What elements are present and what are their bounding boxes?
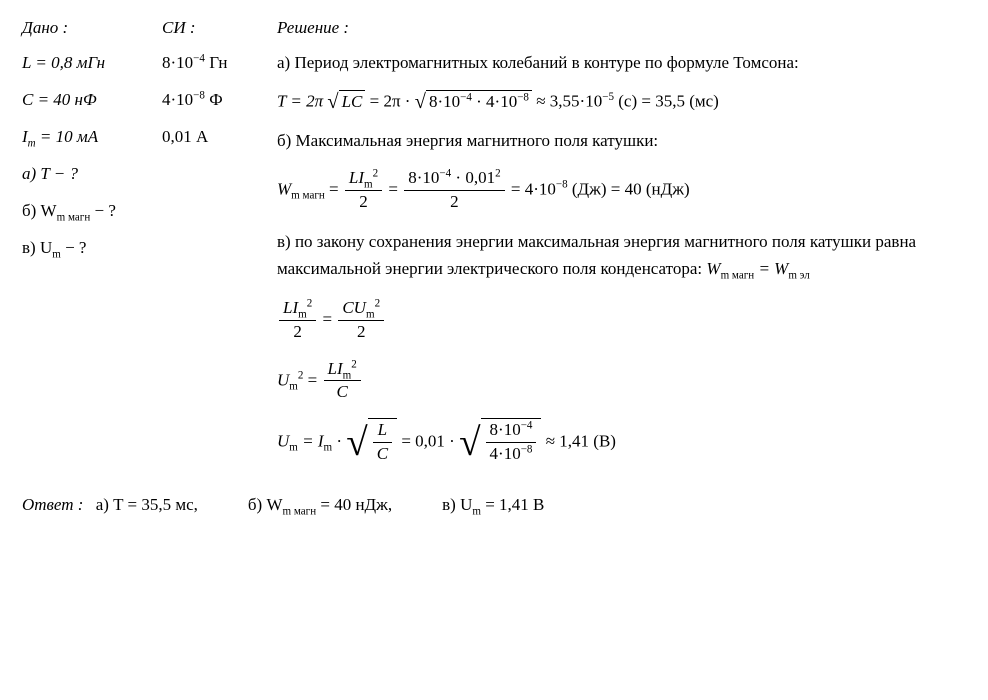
solution-a-text: а) Период электромагнитных колебаний в к… bbox=[277, 52, 966, 75]
solution-T-formula: T = 2π √LC = 2π · √ 8·10−4 · 4·10−8 ≈ 3,… bbox=[277, 89, 966, 117]
given-a: а) T − ? bbox=[22, 163, 152, 186]
given-C: C = 40 нФ bbox=[22, 89, 152, 112]
given-heading: Дано : bbox=[22, 18, 152, 38]
si-C: 4·10−8 Ф bbox=[162, 89, 267, 112]
physics-solution: Дано : L = 0,8 мГн C = 40 нФ Im = 10 мА … bbox=[22, 18, 966, 515]
si-L: 8·10−4 Гн bbox=[162, 52, 267, 75]
answer-label: Ответ : а) T = 35,5 мс, bbox=[22, 495, 198, 515]
solution-heading: Решение : bbox=[277, 18, 966, 38]
answer-c: в) Um = 1,41 В bbox=[442, 495, 544, 515]
given-b: б) Wm магн − ? bbox=[22, 200, 152, 223]
answer-b: б) Wm магн = 40 нДж, bbox=[248, 495, 392, 515]
si-column: СИ : 8·10−4 Гн 4·10−8 Ф 0,01 А bbox=[162, 18, 267, 481]
solution-U2: Um2 = LIm2 C bbox=[277, 358, 966, 405]
given-Im: Im = 10 мА bbox=[22, 126, 152, 149]
given-c: в) Um − ? bbox=[22, 237, 152, 260]
solution-U-final: Um = Im · √ L C = 0,01 · √ 8·10−4 4·10−8… bbox=[277, 418, 966, 467]
answer-a: а) T = 35,5 мс, bbox=[96, 495, 198, 514]
solution-energy-eq: LIm2 2 = CUm2 2 bbox=[277, 297, 966, 344]
solution-c-text: в) по закону сохранения энергии максимал… bbox=[277, 228, 966, 282]
solution-column: Решение : а) Период электромагнитных кол… bbox=[277, 18, 966, 481]
solution-b-text: б) Максимальная энергия магнитного поля … bbox=[277, 130, 966, 153]
solution-W-formula: Wm магн = LIm2 2 = 8·10−4 · 0,012 2 = 4·… bbox=[277, 167, 966, 214]
given-L: L = 0,8 мГн bbox=[22, 52, 152, 75]
given-column: Дано : L = 0,8 мГн C = 40 нФ Im = 10 мА … bbox=[22, 18, 152, 481]
answer-row: Ответ : а) T = 35,5 мс, б) Wm магн = 40 … bbox=[22, 495, 966, 515]
si-Im: 0,01 А bbox=[162, 126, 267, 149]
si-heading: СИ : bbox=[162, 18, 267, 38]
